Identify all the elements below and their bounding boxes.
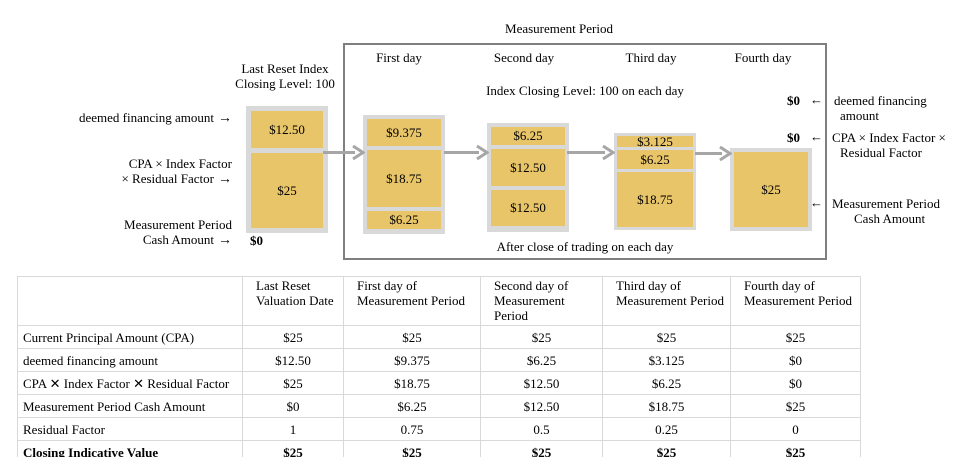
value-box-cpa: $25 (251, 153, 323, 228)
row-label-cell: Residual Factor (17, 417, 243, 441)
table-row: Current Principal Amount (CPA) $25 $25 $… (17, 325, 861, 349)
value-cell: 0.75 (343, 417, 481, 441)
label-measurement-period-cash: Measurement Period Cash Amount → (124, 217, 232, 248)
value-cell: $9.375 (343, 348, 481, 372)
right-label-cpa-line1: CPA × Index Factor × (832, 130, 946, 145)
row-label-cell: CPA ✕ Index Factor ✕ Residual Factor (17, 371, 243, 395)
diagram-title: Measurement Period (505, 21, 613, 36)
value-cell: 0.25 (602, 417, 731, 441)
value-cell: 1 (242, 417, 344, 441)
last-reset-cash-amount: $0 (250, 233, 263, 248)
left-arrow-icon: ← (810, 195, 823, 210)
header-second-day: Second day of Measurement Period (480, 276, 603, 326)
value-box-dfa: $9.375 (367, 119, 441, 146)
header-third-day: Third day of Measurement Period (602, 276, 731, 326)
values-table: Last Reset Valuation Date First day of Mea… (17, 276, 861, 457)
day4-cpa-value: $0 (787, 130, 800, 145)
value-box-cash: $25 (734, 152, 808, 227)
value-cell: $18.75 (602, 394, 731, 418)
value-box-dfa: $12.50 (251, 111, 323, 148)
day-label-fourth: Fourth day (734, 50, 792, 65)
table-row-closing-indicative-value: Closing Indicative Value $25 $25 $25 $25… (17, 440, 861, 457)
value-cell: $25 (730, 325, 861, 349)
value-cell: $25 (602, 440, 731, 457)
header-last-reset: Last Reset Valuation Date (242, 276, 344, 326)
value-cell: $18.75 (343, 371, 481, 395)
table-row: deemed financing amount $12.50 $9.375 $6… (17, 348, 861, 372)
value-box-cash: $6.25 (367, 211, 441, 229)
index-closing-note: Index Closing Level: 100 on each day (486, 83, 684, 98)
flow-arrow-icon (695, 145, 732, 162)
flow-arrow-icon (323, 144, 365, 161)
stack-day1: $9.375 $18.75 $6.25 (363, 115, 445, 234)
label-deemed-financing-amount: deemed financing amount → (78, 110, 232, 126)
right-label-dfa-line2: amount (840, 108, 879, 123)
table-row: CPA ✕ Index Factor ✕ Residual Factor $25… (17, 371, 861, 395)
left-arrow-icon: ← (810, 129, 823, 144)
value-box-dfa: $6.25 (491, 127, 565, 145)
value-cell: $0 (242, 394, 344, 418)
right-label-mp-line2: Cash Amount (854, 211, 926, 226)
value-cell: $3.125 (602, 348, 731, 372)
stack-day2: $6.25 $12.50 $12.50 (487, 123, 569, 232)
value-cell: $12.50 (242, 348, 344, 372)
stack-day3: $3.125 $6.25 $18.75 (614, 133, 696, 230)
value-box-cpa: $18.75 (367, 150, 441, 207)
table-header-row: Last Reset Valuation Date First day of Mea… (17, 276, 861, 326)
after-close-note: After close of trading on each day (496, 239, 674, 254)
day-label-first: First day (376, 50, 422, 65)
row-label-cell: Current Principal Amount (CPA) (17, 325, 243, 349)
day-label-second: Second day (493, 50, 555, 65)
right-arrow-icon: → (218, 233, 232, 248)
value-cell: $25 (730, 394, 861, 418)
right-arrow-icon: → (218, 172, 232, 187)
value-cell: $25 (242, 440, 344, 457)
value-box-cash: $18.75 (617, 172, 693, 227)
value-cell: $25 (480, 440, 603, 457)
right-label-dfa-line1: deemed financing (834, 93, 927, 108)
value-cell: $25 (602, 325, 731, 349)
value-cell: $6.25 (602, 371, 731, 395)
label-cpa-index-residual: CPA × Index Factor × Residual Factor → (121, 156, 232, 187)
last-reset-header: Last Reset Index Closing Level: 100 (235, 61, 335, 91)
value-cell: $25 (343, 440, 481, 457)
header-first-day: First day of Measurement Period (343, 276, 481, 326)
value-cell: $25 (242, 371, 344, 395)
value-box-cash: $12.50 (491, 190, 565, 226)
stack-last-reset: $12.50 $25 (246, 106, 328, 233)
value-box-cpa: $6.25 (617, 150, 693, 169)
value-cell: $25 (480, 325, 603, 349)
value-cell: $25 (730, 440, 861, 457)
table-row: Measurement Period Cash Amount $0 $6.25 … (17, 394, 861, 418)
header-empty (17, 276, 243, 326)
value-cell: $12.50 (480, 371, 603, 395)
value-cell: $6.25 (343, 394, 481, 418)
value-cell: $0 (730, 348, 861, 372)
value-cell: $0 (730, 371, 861, 395)
value-cell: 0.5 (480, 417, 603, 441)
right-arrow-icon: → (218, 111, 232, 126)
left-arrow-icon: ← (810, 92, 823, 107)
value-cell: $12.50 (480, 394, 603, 418)
day-label-third: Third day (625, 50, 677, 65)
right-label-mp-line1: Measurement Period (832, 196, 940, 211)
flow-arrow-icon (567, 144, 615, 161)
value-cell: $25 (242, 325, 344, 349)
value-cell: 0 (730, 417, 861, 441)
day4-dfa-value: $0 (787, 93, 800, 108)
stack-day4: $25 (730, 148, 812, 231)
value-box-cpa: $12.50 (491, 149, 565, 186)
value-cell: $6.25 (480, 348, 603, 372)
flow-arrow-icon (444, 144, 489, 161)
row-label-cell: Closing Indicative Value (17, 440, 243, 457)
row-label-cell: Measurement Period Cash Amount (17, 394, 243, 418)
header-fourth-day: Fourth day of Measurement Period (730, 276, 861, 326)
row-label-cell: deemed financing amount (17, 348, 243, 372)
value-box-dfa: $3.125 (617, 134, 693, 149)
right-label-cpa-line2: Residual Factor (840, 145, 922, 160)
table-row: Residual Factor 1 0.75 0.5 0.25 0 (17, 417, 861, 441)
value-cell: $25 (343, 325, 481, 349)
